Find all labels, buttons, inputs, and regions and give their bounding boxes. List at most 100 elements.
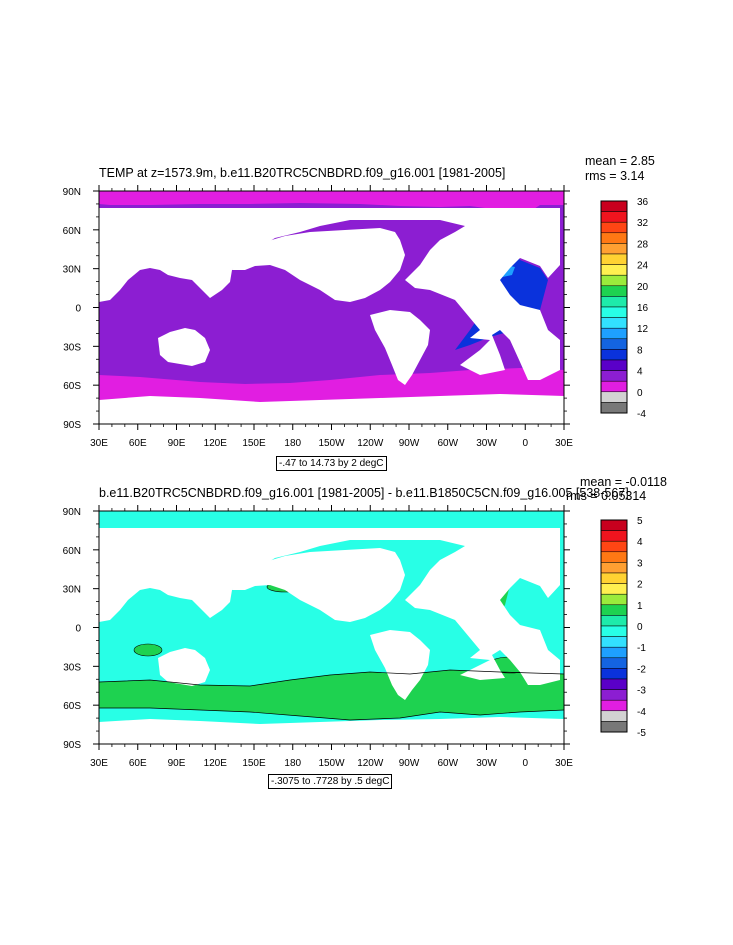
- colorbar-swatch: [600, 253, 628, 265]
- x-tick-label: 30W: [476, 758, 497, 769]
- colorbar-label: -1: [637, 643, 646, 654]
- colorbar-swatch: [600, 306, 628, 318]
- colorbar-label: 20: [637, 282, 649, 293]
- colorbar-swatch: [600, 657, 628, 669]
- colorbar-swatch: [600, 200, 628, 212]
- x-tick-label: 60E: [129, 758, 147, 769]
- y-tick-label: 90S: [63, 740, 81, 751]
- colorbar-swatch: [600, 551, 628, 563]
- colorbar-swatch: [600, 380, 628, 393]
- colorbar-label: 0: [637, 622, 643, 633]
- colorbar-swatch: [600, 562, 628, 574]
- colorbar-swatch: [600, 710, 628, 722]
- x-tick-label: 30E: [555, 758, 573, 769]
- colorbar-label: 4: [637, 367, 643, 378]
- x-tick-label: 60W: [437, 758, 458, 769]
- colorbar-label: 0: [637, 388, 643, 399]
- x-tick-label: 180: [284, 758, 301, 769]
- colorbar-swatch: [600, 327, 628, 340]
- colorbar-swatch: [600, 668, 628, 680]
- colorbar-swatch: [600, 402, 628, 414]
- colorbar-label: 32: [637, 218, 649, 229]
- panel2-south-band: [99, 670, 564, 720]
- x-tick-label: 60W: [437, 438, 458, 449]
- y-tick-label: 30N: [63, 585, 81, 596]
- colorbar-label: 1: [637, 601, 643, 612]
- colorbar-swatch: [600, 211, 628, 223]
- colorbar-label: 16: [637, 303, 649, 314]
- colorbar-swatch: [600, 359, 628, 371]
- colorbar-swatch: [600, 317, 628, 329]
- y-tick-label: 60S: [63, 381, 81, 392]
- colorbar-swatch: [600, 243, 628, 255]
- colorbar-swatch: [600, 519, 628, 531]
- colorbar-label: 4: [637, 537, 643, 548]
- panel2-indian-ocean-patch: [133, 643, 163, 657]
- panel2-range-note: -.3075 to .7728 by .5 degC: [268, 774, 393, 789]
- colorbar-swatch: [600, 615, 628, 627]
- colorbar-swatch: [600, 221, 628, 234]
- colorbar-swatch: [600, 646, 628, 659]
- colorbar-label: 12: [637, 324, 649, 335]
- colorbar-frame: [600, 519, 628, 733]
- colorbar-swatch: [600, 232, 628, 244]
- x-tick-label: 30W: [476, 438, 497, 449]
- panel1-range-note: -.47 to 14.73 by 2 degC: [276, 456, 387, 471]
- panel2-y-ticks: 90N 60N 30N 0 30S 60S 90S: [63, 507, 570, 751]
- y-tick-label: 90N: [63, 507, 81, 518]
- x-tick-label: 90E: [168, 758, 186, 769]
- colorbar-label: 8: [637, 345, 643, 356]
- x-tick-label: 150E: [242, 758, 266, 769]
- panel1-mean: mean = 2.85: [585, 154, 655, 168]
- x-tick-label: 30E: [90, 438, 108, 449]
- y-tick-label: 90S: [63, 420, 81, 431]
- colorbar-label: 3: [637, 558, 643, 569]
- colorbar-label: -5: [637, 728, 646, 736]
- colorbar-swatch: [600, 721, 628, 733]
- x-tick-label: 120E: [204, 758, 228, 769]
- colorbar-label: 2: [637, 580, 643, 591]
- panel2-mean: mean = -0.0118: [580, 475, 667, 489]
- panel2-rms: rms = 0.05314: [566, 489, 647, 503]
- x-tick-label: 90W: [399, 758, 420, 769]
- colorbar-swatch: [600, 583, 628, 595]
- x-tick-label: 30E: [555, 438, 573, 449]
- colorbar-swatch: [600, 699, 628, 712]
- colorbar-swatch: [600, 636, 628, 648]
- colorbar-swatch: [600, 689, 628, 701]
- colorbar-swatch: [600, 264, 628, 276]
- x-tick-label: 180: [284, 438, 301, 449]
- colorbar-swatch: [600, 625, 628, 637]
- x-tick-label: 150W: [318, 758, 345, 769]
- colorbar-swatch: [600, 370, 628, 382]
- colorbar-swatch: [600, 274, 628, 287]
- panel2-x-ticks: 30E 60E 90E 120E 150E 180 150W 120W 90W 60W 30W 0 30…: [90, 505, 573, 769]
- colorbar-frame: [600, 200, 628, 414]
- y-tick-label: 0: [75, 624, 81, 635]
- colorbar-swatch: [600, 296, 628, 308]
- x-tick-label: 30E: [90, 758, 108, 769]
- y-tick-label: 30N: [63, 265, 81, 276]
- colorbar-swatch: [600, 540, 628, 553]
- y-tick-label: 60N: [63, 546, 81, 557]
- colorbar-label: 24: [637, 261, 649, 272]
- panel1-y-ticks: 90N 60N 30N 0 30S 60S 90S: [63, 187, 570, 431]
- colorbar-label: 5: [637, 516, 643, 527]
- panel2-land: [99, 528, 564, 744]
- x-tick-label: 60E: [129, 438, 147, 449]
- x-tick-label: 120E: [204, 438, 228, 449]
- panel1-arctic: [99, 191, 564, 218]
- x-tick-label: 150E: [242, 438, 266, 449]
- y-tick-label: 30S: [63, 342, 81, 353]
- colorbar-label: 28: [637, 239, 649, 250]
- y-tick-label: 0: [75, 304, 81, 315]
- colorbar-label: -3: [637, 686, 646, 697]
- colorbar-swatch: [600, 678, 628, 690]
- colorbar-label: -4: [637, 409, 646, 417]
- colorbar-swatch: [600, 530, 628, 542]
- colorbar-swatch: [600, 604, 628, 616]
- panel1-land: [99, 208, 564, 424]
- panel1-map: 30E 60E 90E 120E 150E 180 150W 120W 90W 60W 30W 0 30…: [63, 185, 573, 449]
- colorbar-label: 36: [637, 197, 649, 208]
- colorbar-swatch: [600, 391, 628, 403]
